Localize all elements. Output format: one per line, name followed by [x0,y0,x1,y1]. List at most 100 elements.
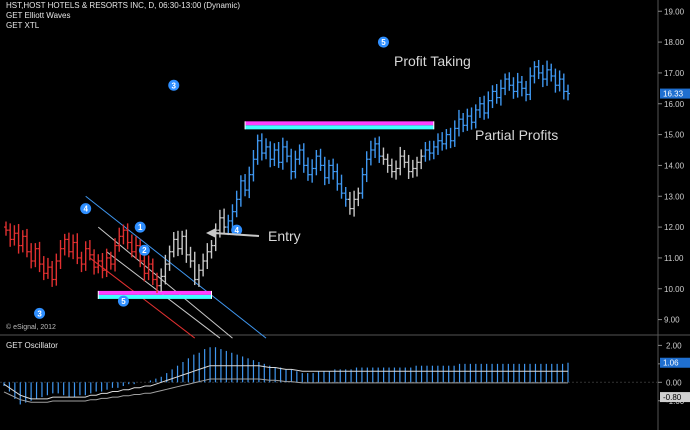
oscillator-plot [3,347,569,405]
ohlc-bar [92,249,97,275]
price-axis[interactable]: 19.00 18.00 17.00 16.00 15.00 14.00 13.00 12.00… [658,7,690,325]
ohlc-bar [515,72,520,98]
oscillator-axis[interactable]: 2.001.000.00-1.001.06-0.80 [658,341,690,406]
wave-marker-circle [134,221,146,233]
ohlc-bar [24,228,29,258]
ohlc-bar [71,234,76,260]
ohlc-bar [205,243,210,270]
price-tick-label: 13.00 [664,192,685,201]
oscillator-title[interactable]: GET Oscillator [6,341,58,350]
ohlc-bar [486,91,491,119]
ohlc-bar [276,141,281,168]
ohlc-bar [226,214,231,236]
ohlc-bar [297,144,302,165]
ohlc-bar [377,136,382,163]
wave-marker-label: 3 [172,81,177,90]
osc-tick-label: 2.00 [666,341,682,350]
ohlc-bar [536,59,541,80]
ohlc-bar [524,80,529,102]
wave-marker-label: 3 [37,309,42,318]
ohlc-bar [444,129,449,150]
ohlc-bar [66,232,71,258]
ohlc-bar [163,254,168,285]
ohlc-bar [230,204,235,228]
ohlc-bar [373,137,378,159]
ohlc-bar [134,236,139,260]
ohlc-bar [431,140,436,160]
ohlc-bar [456,109,461,137]
ohlc-bar [238,175,243,207]
osc-readout-label: 1.06 [663,359,679,368]
ohlc-bar [41,256,46,281]
wave-marker: 5 [117,295,129,307]
ohlc-bar [243,174,248,197]
study-xtl[interactable]: GET XTL [6,21,40,30]
wave-marker: 5 [377,36,389,48]
price-tick-label: 14.00 [664,161,685,170]
ohlc-bar [264,138,269,160]
partial-profits-label: Partial Profits [475,127,558,143]
ohlc-bar [477,96,482,118]
ohlc-bar [255,134,260,165]
ohlc-bar [125,223,130,250]
wave-marker-circle [231,224,243,236]
price-tick-label: 12.00 [664,223,685,232]
osc-readout-badge [660,392,690,403]
ohlc-bar [87,240,92,261]
ohlc-bar [503,73,508,96]
study-elliott-waves[interactable]: GET Elliott Waves [6,11,71,20]
target-band-bottom [98,294,212,299]
wave-marker-label: 1 [138,223,143,232]
wave-marker: 2 [138,244,150,256]
ohlc-bar [381,147,386,165]
ohlc-bar [301,143,306,173]
ohlc-bar [129,234,134,258]
osc-slow-line [3,378,568,403]
ohlc-bar [553,68,558,93]
ohlc-bar [461,113,466,133]
last-price-badge [660,88,690,99]
ohlc-bar [318,148,323,171]
target-band-top [245,121,434,126]
ohlc-bar [435,133,440,155]
ohlc-bar [494,84,499,104]
ohlc-bar [154,272,159,294]
ohlc-bar [402,150,407,168]
ohlc-bar [314,150,319,176]
ohlc-bar [113,238,118,272]
ohlc-bar [142,253,147,282]
ohlc-bar [37,241,42,273]
price-tick-label: 15.00 [664,131,685,140]
ohlc-bar [561,73,566,100]
osc-readout-badge [660,357,690,368]
ohlc-bar [192,251,197,286]
wave-marker-circle [377,36,389,48]
ohlc-bar [180,230,185,255]
wave-marker: 3 [168,79,180,91]
ohlc-bar [79,251,84,273]
ohlc-bar [427,140,432,161]
ohlc-bar [415,156,420,177]
entry-arrow-icon [206,228,260,238]
target-band [244,121,435,130]
profit-taking-label: Profit Taking [394,53,471,69]
wave-marker-circle [168,79,180,91]
ohlc-bar [398,146,403,176]
price-tick-label: 18.00 [664,38,685,47]
price-tick-label: 11.00 [664,254,684,263]
ohlc-bar [326,159,331,184]
ohlc-bar [410,159,415,178]
ohlc-bar [419,149,424,170]
wave-marker-circle [117,295,129,307]
ohlc-bar [201,253,206,277]
wave-marker-circle [138,244,150,256]
ohlc-bar [331,158,336,180]
ohlc-bar [146,255,151,281]
ohlc-bar [482,95,487,120]
ohlc-bar [490,85,495,109]
ohlc-bar [58,240,63,270]
ohlc-bar [29,243,34,269]
ohlc-bar [83,241,88,271]
ohlc-bar [448,127,453,149]
